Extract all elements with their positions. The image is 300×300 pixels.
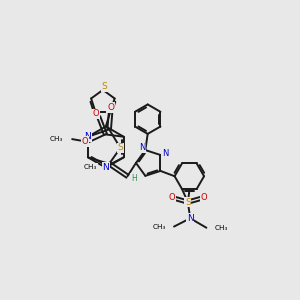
Text: N: N [139,143,146,152]
Text: O: O [200,193,207,202]
Text: O: O [82,137,88,146]
Text: S: S [118,143,123,152]
Text: N: N [85,132,92,141]
Text: S: S [185,198,191,207]
Text: CH₃: CH₃ [50,136,63,142]
Text: N: N [187,214,194,223]
Text: CH₃: CH₃ [215,225,228,231]
Text: O: O [107,103,114,112]
Text: O: O [93,109,100,118]
Text: N: N [162,149,168,158]
Text: CH₃: CH₃ [152,224,166,230]
Text: O: O [169,193,175,202]
Text: S: S [101,82,107,91]
Text: N: N [103,163,109,172]
Text: H: H [131,174,137,183]
Text: CH₃: CH₃ [84,164,97,170]
